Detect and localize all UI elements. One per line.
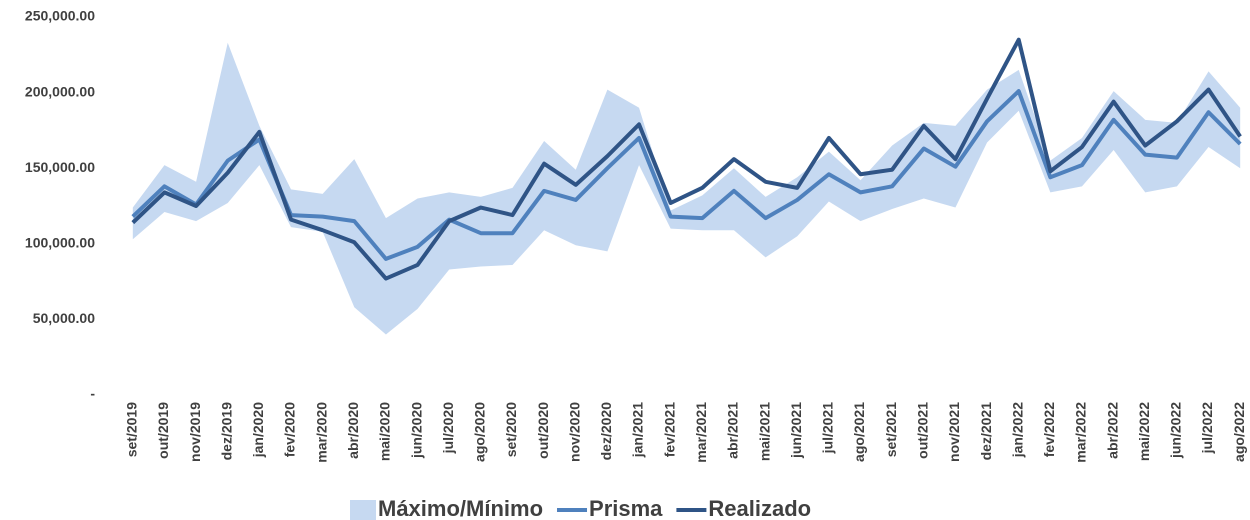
x-tick-label: mai/2021 [756, 402, 772, 461]
x-tick-label: abr/2020 [345, 402, 361, 459]
y-tick-label: 200,000.00 [25, 83, 95, 99]
x-tick-label: jan/2022 [1009, 402, 1025, 458]
series-line [131, 37, 1242, 281]
x-tick-label: dez/2019 [218, 402, 234, 461]
x-tick-label: jan/2021 [630, 402, 646, 458]
y-tick-label: 100,000.00 [25, 235, 95, 251]
x-tick-label: dez/2021 [978, 402, 994, 461]
x-tick-label: fev/2021 [661, 402, 677, 457]
x-tick-label: mar/2022 [1073, 402, 1089, 463]
x-tick-label: jun/2022 [1168, 402, 1184, 459]
y-tick-label: - [90, 386, 95, 402]
x-tick-label: abr/2021 [725, 402, 741, 459]
x-tick-label: set/2020 [503, 402, 519, 457]
y-tick-label: 150,000.00 [25, 159, 95, 175]
x-tick-label: ago/2020 [472, 402, 488, 462]
x-tick-label: ago/2021 [851, 402, 867, 462]
x-tick-label: mar/2020 [313, 402, 329, 463]
x-tick-label: out/2021 [914, 402, 930, 459]
x-tick-label: nov/2021 [946, 402, 962, 462]
x-tick-label: jun/2020 [408, 402, 424, 459]
x-tick-label: out/2019 [155, 402, 171, 459]
x-tick-label: jul/2022 [1199, 402, 1215, 455]
legend-label: Prisma [589, 496, 663, 520]
x-tick-label: nov/2019 [187, 402, 203, 462]
x-tick-label: jun/2021 [788, 402, 804, 459]
x-tick-label: dez/2020 [598, 402, 614, 461]
y-tick-label: 250,000.00 [25, 8, 95, 24]
legend-swatch [350, 500, 376, 520]
legend-label: Máximo/Mínimo [378, 496, 543, 520]
x-tick-label: out/2020 [535, 402, 551, 459]
x-tick-label: ago/2022 [1231, 402, 1247, 462]
x-tick-label: abr/2022 [1104, 402, 1120, 459]
x-tick-label: jul/2020 [440, 402, 456, 455]
x-tick-label: set/2019 [124, 402, 140, 457]
series-line [131, 89, 1242, 261]
range-band [132, 42, 1241, 335]
legend-label: Realizado [708, 496, 811, 520]
x-tick-label: mai/2020 [377, 402, 393, 461]
y-tick-label: 50,000.00 [33, 310, 95, 326]
x-tick-label: mai/2022 [1136, 402, 1152, 461]
x-tick-label: set/2021 [883, 402, 899, 457]
x-tick-label: jul/2021 [820, 402, 836, 455]
x-tick-label: jan/2020 [250, 402, 266, 458]
x-tick-label: fev/2020 [282, 402, 298, 457]
x-tick-label: mar/2021 [693, 402, 709, 463]
x-tick-label: nov/2020 [566, 402, 582, 462]
x-tick-label: fev/2022 [1041, 402, 1057, 457]
